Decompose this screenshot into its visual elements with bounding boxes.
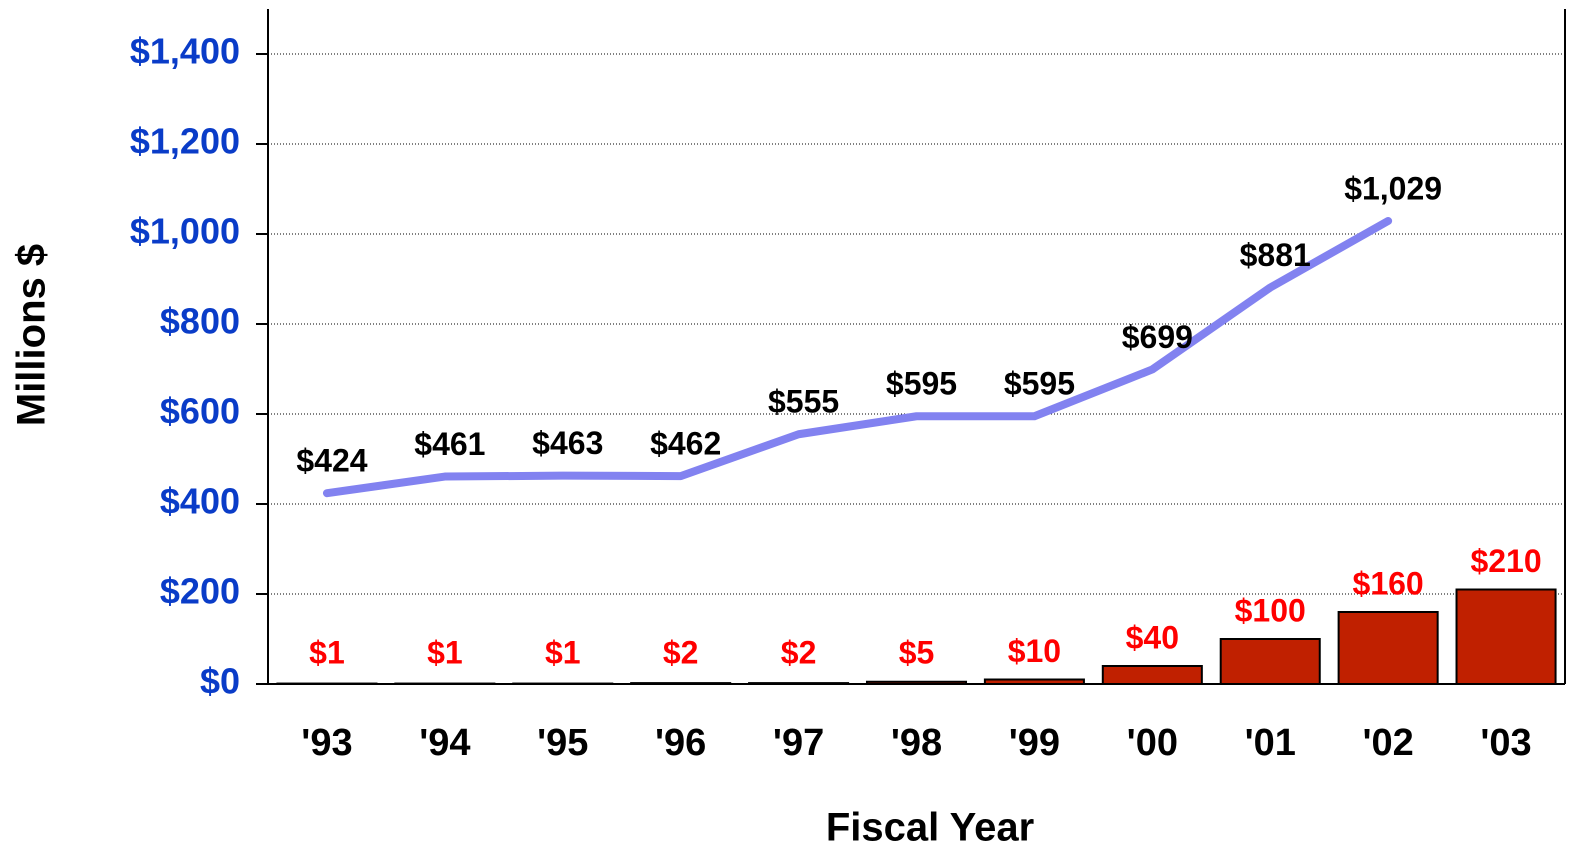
x-tick-label: '97 <box>773 722 824 764</box>
bar <box>865 680 968 685</box>
x-tick-label: '99 <box>1009 722 1060 764</box>
line-value-label: $699 <box>1122 319 1193 355</box>
bar-value-label: $2 <box>781 634 817 670</box>
y-tick-label: $600 <box>160 391 240 432</box>
bar-value-label: $100 <box>1235 592 1306 628</box>
bar <box>1455 588 1557 685</box>
x-tick-label: '02 <box>1362 722 1413 764</box>
bar-value-label: $1 <box>545 634 581 670</box>
x-tick-label: '95 <box>537 722 588 764</box>
bar <box>748 682 850 685</box>
line-value-label: $595 <box>886 366 957 402</box>
x-tick-label: '98 <box>891 722 942 764</box>
bar-value-label: $1 <box>427 634 463 670</box>
y-tick-label: $400 <box>160 481 240 522</box>
x-axis-title: Fiscal Year <box>826 806 1034 850</box>
line-value-label: $555 <box>768 384 839 420</box>
line-value-label: $881 <box>1240 237 1311 273</box>
line <box>322 216 1393 498</box>
x-tick-label: '93 <box>301 722 352 764</box>
y-tick-label: $200 <box>160 571 240 612</box>
bar-value-label: $1 <box>309 634 345 670</box>
y-tick-label: $0 <box>200 661 240 702</box>
bar <box>1219 638 1321 685</box>
x-tick-label: '03 <box>1480 722 1531 764</box>
line-value-label: $424 <box>296 443 367 479</box>
y-tick-label: $1,200 <box>130 121 240 162</box>
bar <box>983 678 1085 685</box>
x-tick-label: '94 <box>419 722 470 764</box>
x-tick-label: '00 <box>1127 722 1178 764</box>
y-tick-label: $800 <box>160 301 240 342</box>
bar-value-label: $2 <box>663 634 699 670</box>
bar-value-label: $160 <box>1353 565 1424 601</box>
line-value-label: $463 <box>532 425 603 461</box>
x-tick-label: '96 <box>655 722 706 764</box>
x-tick-label: '01 <box>1245 722 1296 764</box>
line-value-label: $461 <box>414 426 485 462</box>
line-value-label: $1,029 <box>1344 170 1442 206</box>
bar-value-label: $210 <box>1470 543 1541 579</box>
line-value-label: $462 <box>650 426 721 462</box>
bar-value-label: $5 <box>899 634 935 670</box>
bar <box>1101 665 1203 685</box>
line-value-label: $595 <box>1004 366 1075 402</box>
y-tick-label: $1,000 <box>130 211 240 252</box>
bar-value-label: $40 <box>1126 619 1179 655</box>
y-tick-label: $1,400 <box>130 31 240 72</box>
y-axis-title: Millions $ <box>10 244 54 426</box>
bar <box>1337 611 1439 685</box>
bar-value-label: $10 <box>1008 633 1061 669</box>
bar <box>630 682 732 685</box>
